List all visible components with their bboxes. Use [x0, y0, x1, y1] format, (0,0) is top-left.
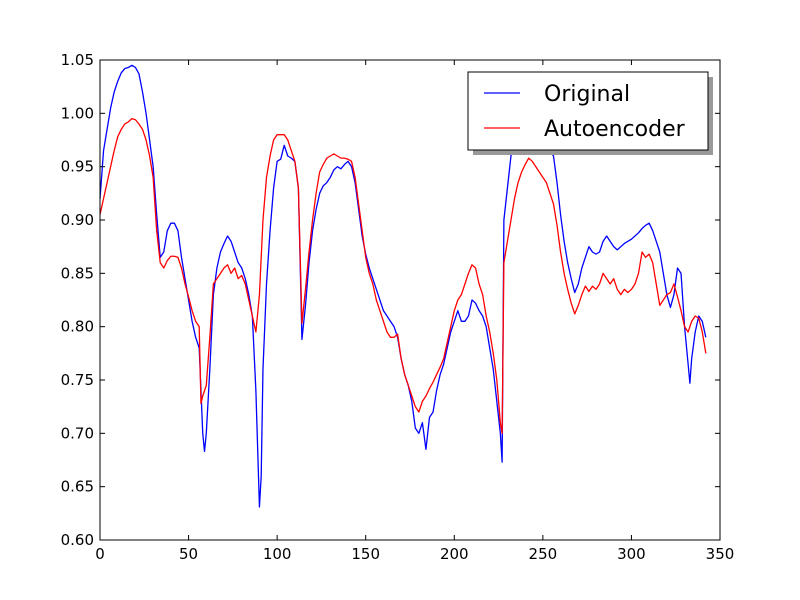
- x-tick-label: 350: [706, 545, 735, 563]
- y-tick-label: 1.00: [61, 104, 94, 122]
- x-tick-label: 200: [440, 545, 469, 563]
- legend-label-autoencoder: Autoencoder: [544, 117, 686, 142]
- x-tick-label: 150: [351, 545, 380, 563]
- series-layer: [99, 64, 707, 508]
- series-line-autoencoder: [99, 118, 707, 434]
- plot-frame: [99, 59, 721, 541]
- legend: Original Autoencoder: [467, 71, 713, 155]
- y-tick-label: 0.80: [61, 318, 94, 336]
- y-tick-label: 0.75: [61, 371, 94, 389]
- y-tick-label: 0.70: [61, 424, 94, 442]
- y-tick-label: 0.85: [61, 264, 94, 282]
- x-tick-label: 100: [263, 545, 292, 563]
- ticks-layer: 0 50 100 150 200 250 300 350 0.60 0.65 0.70 0.75 0.8…: [61, 51, 735, 563]
- x-tick-label: 0: [95, 545, 105, 563]
- x-tick-label: 50: [179, 545, 198, 563]
- y-tick-label: 0.60: [61, 531, 94, 549]
- y-tick-label: 0.95: [61, 158, 94, 176]
- legend-label-original: Original: [544, 82, 630, 107]
- x-tick-label: 300: [617, 545, 646, 563]
- y-tick-label: 1.05: [61, 51, 94, 69]
- y-tick-label: 0.65: [61, 478, 94, 496]
- y-tick-label: 0.90: [61, 211, 94, 229]
- legend-box: [467, 71, 709, 151]
- x-tick-label: 250: [529, 545, 558, 563]
